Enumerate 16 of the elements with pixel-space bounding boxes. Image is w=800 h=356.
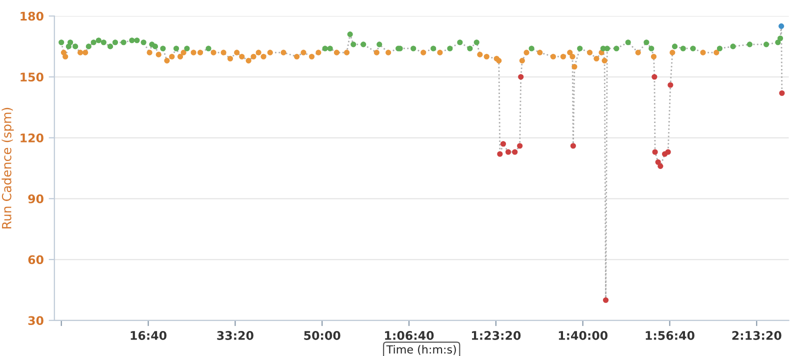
- x-tick-label: 50:00: [304, 331, 340, 340]
- y-axis-title: Run Cadence (spm): [2, 108, 14, 228]
- x-axis-title: Time (h:m:s): [386, 345, 456, 355]
- x-tick-label: 1:40:00: [558, 331, 608, 340]
- x-tick-label: 2:13:20: [732, 331, 782, 340]
- x-tick-label: 33:20: [217, 331, 254, 340]
- x-tick-label: 16:40: [130, 331, 166, 340]
- y-tick-label: 150: [20, 72, 44, 82]
- x-tick-label: 1:06:40: [385, 331, 434, 340]
- x-tick-label: 1:23:20: [472, 331, 521, 340]
- y-tick-label: 180: [20, 12, 44, 21]
- x-tick-label: 1:56:40: [646, 331, 694, 340]
- y-tick-label: 90: [28, 194, 44, 204]
- y-tick-label: 60: [28, 255, 44, 264]
- y-tick-label: 120: [20, 133, 44, 142]
- y-tick-label: 30: [28, 316, 44, 326]
